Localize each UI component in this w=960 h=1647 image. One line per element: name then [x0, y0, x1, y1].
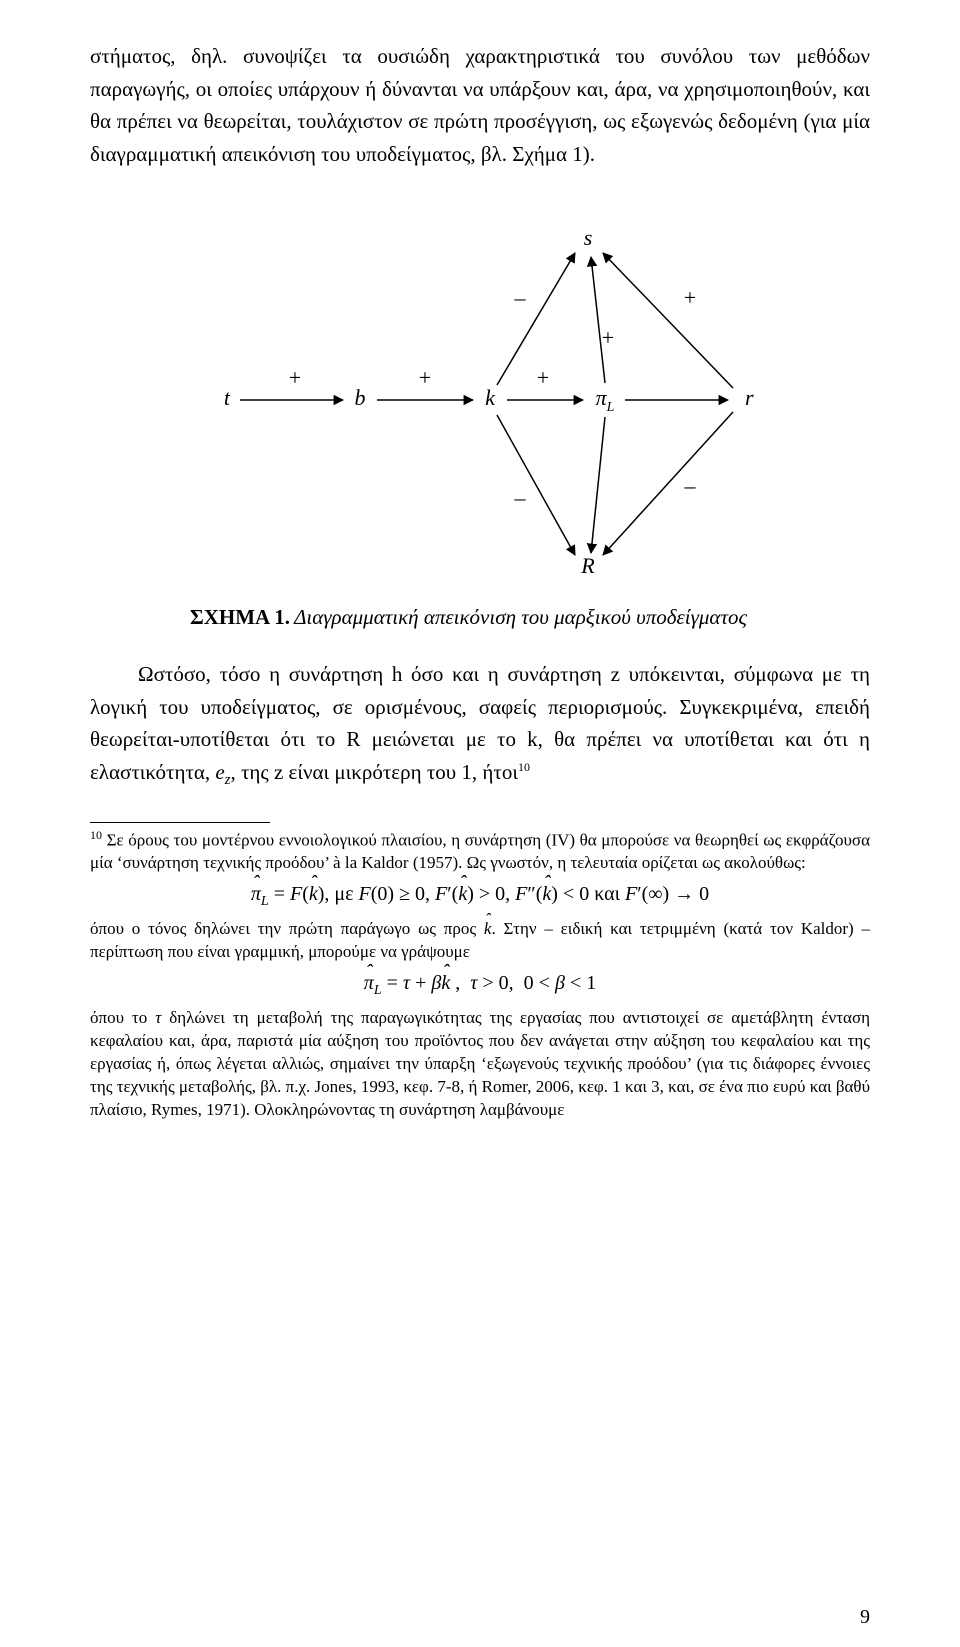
diagram-node-R: R — [580, 553, 595, 578]
figure-caption: ΣΧΗΜΑ 1. Διαγραμματική απεικόνιση του μα… — [190, 605, 870, 630]
footnote-line4a: όπου το — [90, 1008, 155, 1027]
math-line-1: πL = F(k), με F(0) ≥ 0, F′(k) > 0, F″(k)… — [90, 881, 870, 912]
diagram-arrow — [497, 415, 575, 555]
e-symbol: e — [215, 760, 224, 784]
k-hat-inline: k — [484, 918, 492, 941]
footnote-block: 10 Σε όρους του μοντέρνου εννοιολογικού … — [90, 827, 870, 1122]
diagram-node-r: r — [745, 385, 754, 410]
math-line-2: πL = τ + βk , τ > 0, 0 < β < 1 — [90, 970, 870, 1001]
diagram-arrow — [591, 257, 605, 383]
diagram-sign: – — [684, 473, 697, 498]
diagram-node-pi: πL — [596, 385, 615, 415]
diagram-sign: + — [602, 325, 614, 350]
diagram-container: t b k πL r s R + + + – + + – – — [90, 205, 870, 595]
diagram-node-s: s — [584, 225, 593, 250]
footnote-line2: όπου ο τόνος δηλώνει την πρώτη παράγωγο … — [90, 919, 484, 938]
footnote-rule — [90, 822, 270, 823]
diagram-node-t: t — [224, 385, 231, 410]
diagram-sign: + — [419, 365, 431, 390]
caption-text: Διαγραμματική απεικόνιση του μαρξικού υπ… — [294, 605, 747, 629]
page-number: 9 — [860, 1606, 870, 1629]
diagram-sign: + — [289, 365, 301, 390]
caption-label: ΣΧΗΜΑ 1. — [190, 605, 290, 629]
footnote-line4b: δηλώνει τη μεταβολή της παραγωγικότητας … — [90, 1008, 870, 1119]
diagram-sign: + — [684, 285, 696, 310]
diagram-node-b: b — [355, 385, 366, 410]
paragraph-middle: Ωστόσο, τόσο η συνάρτηση h όσο και η συν… — [90, 658, 870, 792]
footnote-number: 10 — [90, 828, 102, 842]
diagram-node-k: k — [485, 385, 496, 410]
diagram-arrow — [603, 253, 733, 388]
paragraph-top: στήματος, δηλ. συνοψίζει τα ουσιώδη χαρα… — [90, 40, 870, 170]
footnote-ref: 10 — [518, 760, 530, 774]
paragraph-middle-part2: , της z είναι μικρότερη του 1, ήτοι — [230, 760, 518, 784]
causal-diagram: t b k πL r s R + + + – + + – – — [190, 205, 770, 595]
footnote-line1: Σε όρους του μοντέρνου εννοιολογικού πλα… — [90, 830, 870, 872]
diagram-sign: – — [514, 285, 527, 310]
diagram-sign: + — [537, 365, 549, 390]
diagram-arrow — [603, 412, 733, 555]
diagram-arrow — [591, 417, 605, 553]
diagram-sign: – — [514, 485, 527, 510]
